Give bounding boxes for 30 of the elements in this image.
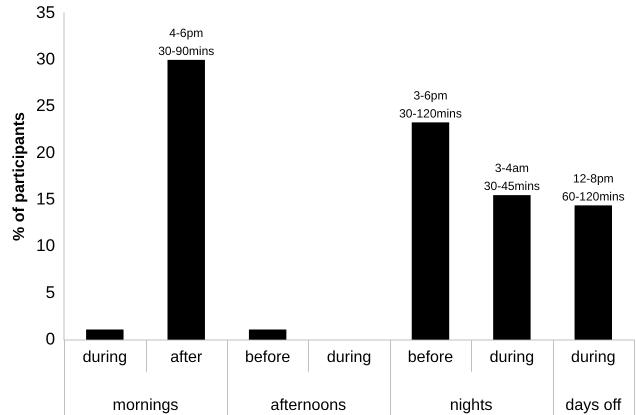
y-tick-label: 10 [36,236,56,256]
data-label: 4-6pm 30-90mins [158,26,214,58]
y-tick-label: 15 [36,190,56,209]
bar [86,330,124,340]
y-tick-label: 30 [36,50,56,69]
data-label: 3-6pm 30-120mins [399,88,462,120]
x-tick-label: before [408,348,454,366]
x-tick-label: after [170,348,203,366]
y-tick-label: 25 [36,96,56,116]
text: nights [450,397,493,414]
bar [248,330,286,340]
text: afternoons [270,397,346,414]
y-tick-label: 0 [46,329,56,348]
x-tick-label: during [326,348,372,366]
bar [412,122,450,340]
x-tick-label: during [571,348,616,366]
bar [493,195,531,340]
y-tick-label: 5 [46,282,56,302]
bar [574,205,612,340]
text: mornings [112,397,178,414]
y-tick-label: 20 [36,142,56,162]
x-tick-label: during [490,348,534,366]
y-tick-label: 35 [36,2,56,22]
x-tick-label: during [82,348,128,366]
y-axis-title: % of participants [11,112,28,241]
bar [168,60,205,340]
data-label: 12-8pm 60-120mins [562,171,625,204]
x-tick-label: before [244,348,290,366]
data-label: 3-4am 30-45mins [484,161,540,194]
text: days off [565,397,622,414]
